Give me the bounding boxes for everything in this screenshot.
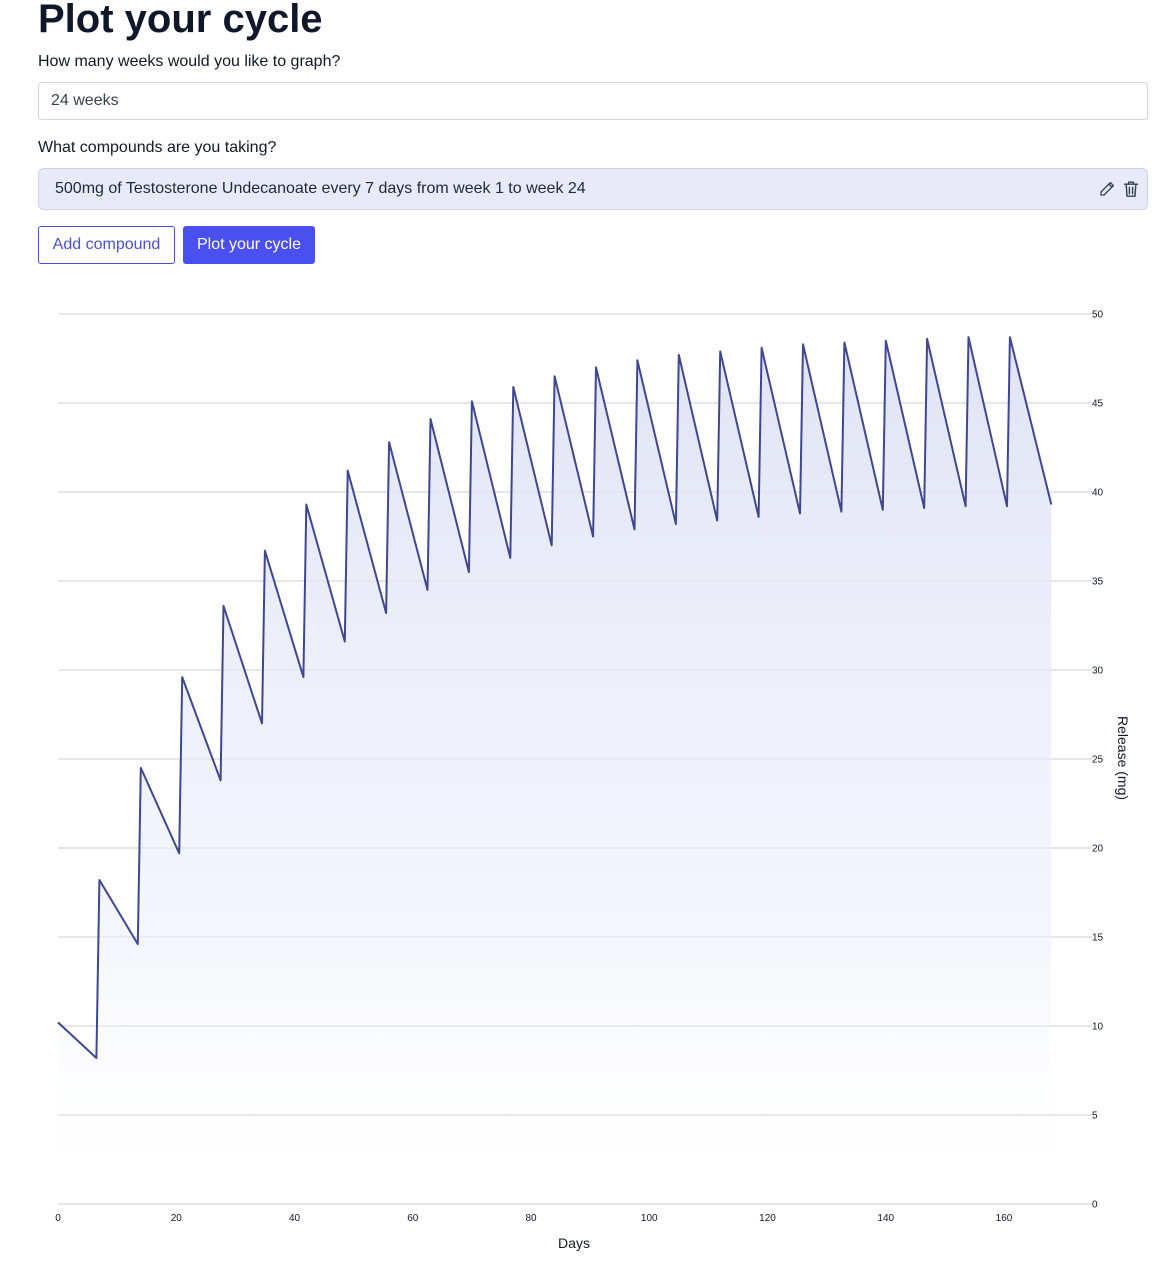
x-axis-title: Days [558, 1235, 590, 1251]
page-title: Plot your cycle [38, 0, 323, 41]
y-tick-label: 15 [1092, 933, 1104, 944]
trash-icon[interactable] [1121, 179, 1141, 199]
x-tick-label: 160 [996, 1213, 1013, 1224]
weeks-label: How many weeks would you like to graph? [38, 53, 341, 70]
y-tick-label: 35 [1092, 577, 1104, 588]
x-tick-label: 40 [289, 1213, 301, 1224]
x-tick-label: 100 [641, 1213, 658, 1224]
y-tick-label: 25 [1092, 755, 1104, 766]
y-tick-label: 10 [1092, 1022, 1104, 1033]
compound-item: 500mg of Testosterone Undecanoate every … [38, 168, 1148, 210]
x-tick-label: 20 [171, 1213, 183, 1224]
x-tick-label: 60 [407, 1213, 419, 1224]
release-chart: 0 20 40 60 80 100 120 140 160 0 5 10 15 20 25 30 35 40 45… [55, 310, 1131, 1252]
y-tick-label: 5 [1092, 1111, 1098, 1122]
x-axis-ticks: 0 20 40 60 80 100 120 140 160 [55, 1213, 1013, 1224]
compound-description: 500mg of Testosterone Undecanoate every … [55, 180, 586, 197]
add-compound-button[interactable]: Add compound [38, 226, 175, 264]
x-tick-label: 0 [55, 1213, 61, 1224]
y-tick-label: 30 [1092, 666, 1104, 677]
plot-cycle-button[interactable]: Plot your cycle [183, 226, 315, 264]
x-tick-label: 80 [525, 1213, 537, 1224]
release-area [58, 337, 1052, 1205]
y-tick-label: 40 [1092, 488, 1104, 499]
y-tick-label: 20 [1092, 844, 1104, 855]
y-tick-label: 0 [1092, 1200, 1098, 1211]
release-line [57, 336, 1053, 1059]
y-axis-ticks: 0 5 10 15 20 25 30 35 40 45 50 [1092, 310, 1104, 1211]
y-axis-title: Release (mg) [1115, 716, 1131, 800]
y-tick-label: 45 [1092, 399, 1104, 410]
y-tick-label: 50 [1092, 310, 1104, 321]
pencil-icon[interactable] [1097, 179, 1117, 199]
weeks-input[interactable] [38, 82, 1148, 120]
compounds-label: What compounds are you taking? [38, 139, 277, 156]
x-tick-label: 120 [759, 1213, 776, 1224]
x-tick-label: 140 [877, 1213, 894, 1224]
